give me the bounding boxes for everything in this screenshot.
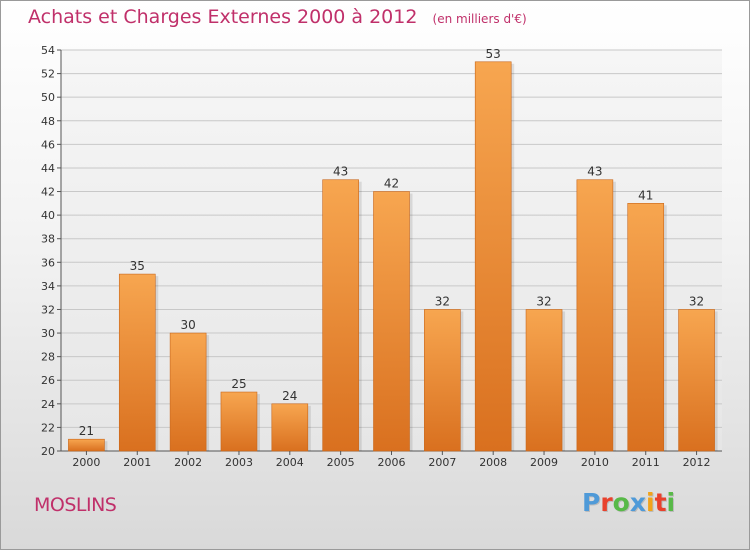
bar <box>627 203 665 452</box>
bar-value-label: 53 <box>486 47 501 61</box>
y-tick-label: 22 <box>41 421 55 434</box>
y-tick-label: 42 <box>41 186 55 199</box>
bar <box>169 332 207 452</box>
y-tick-label: 26 <box>41 374 55 387</box>
y-tick-label: 40 <box>41 209 55 222</box>
y-tick-label: 30 <box>41 327 55 340</box>
commune-name: MOSLINS <box>34 494 117 516</box>
logo-letter: t <box>654 488 667 517</box>
bar-value-label: 43 <box>587 165 602 179</box>
bar <box>424 309 461 452</box>
title-row: Achats et Charges Externes 2000 à 2012 (… <box>28 6 527 28</box>
bar-value-label: 41 <box>638 188 653 202</box>
y-tick-label: 24 <box>41 398 55 411</box>
proxiti-logo[interactable]: Proxiti <box>582 488 675 517</box>
x-tick-label: 2007 <box>428 456 456 469</box>
x-tick-label: 2003 <box>225 456 253 469</box>
bar-value-label: 43 <box>333 165 348 179</box>
y-tick-label: 44 <box>41 162 55 175</box>
y-tick-label: 36 <box>41 256 55 269</box>
bar <box>271 403 309 452</box>
chart-subtitle: (en milliers d'€) <box>432 12 527 26</box>
y-tick-label: 52 <box>41 68 55 81</box>
bar <box>373 191 410 452</box>
bar-value-label: 30 <box>180 318 195 332</box>
x-tick-label: 2000 <box>72 456 100 469</box>
bar <box>678 309 715 452</box>
bar <box>322 179 359 452</box>
logo-letter: x <box>629 488 646 517</box>
y-tick-label: 50 <box>41 91 55 104</box>
x-tick-label: 2008 <box>479 456 507 469</box>
bar-value-label: 24 <box>282 389 297 403</box>
bar <box>68 438 105 452</box>
bar-value-label: 35 <box>130 259 145 273</box>
chart-title: Achats et Charges Externes 2000 à 2012 <box>28 6 418 28</box>
x-tick-label: 2010 <box>581 456 609 469</box>
y-tick-label: 32 <box>41 303 55 316</box>
logo-letter: i <box>666 488 676 517</box>
bar-value-label: 32 <box>435 294 450 308</box>
y-tick-label: 48 <box>41 115 55 128</box>
y-tick-label: 46 <box>41 138 55 151</box>
bar-value-label: 21 <box>79 424 94 438</box>
x-tick-label: 2006 <box>378 456 406 469</box>
bar <box>220 391 258 452</box>
y-tick-label: 34 <box>41 280 55 293</box>
bar <box>525 309 563 452</box>
y-tick-label: 28 <box>41 351 55 364</box>
y-tick-label: 38 <box>41 233 55 246</box>
bar-value-label: 42 <box>384 177 399 191</box>
bar <box>474 61 512 452</box>
x-tick-label: 2009 <box>530 456 558 469</box>
logo-letter: r <box>600 488 613 517</box>
x-tick-label: 2002 <box>174 456 202 469</box>
bar <box>576 179 614 452</box>
bar-value-label: 32 <box>536 294 551 308</box>
x-tick-label: 2012 <box>683 456 711 469</box>
x-tick-label: 2005 <box>327 456 355 469</box>
x-tick-label: 2001 <box>123 456 151 469</box>
bar-value-label: 25 <box>231 377 246 391</box>
logo-letter: P <box>582 488 601 517</box>
bar <box>118 273 156 452</box>
y-tick-label: 54 <box>41 44 55 57</box>
logo-letter: i <box>646 488 655 517</box>
bar-value-label: 32 <box>689 294 704 308</box>
x-tick-label: 2011 <box>632 456 660 469</box>
logo-letter: o <box>612 488 630 517</box>
y-tick-label: 20 <box>41 445 55 458</box>
x-tick-label: 2004 <box>276 456 304 469</box>
